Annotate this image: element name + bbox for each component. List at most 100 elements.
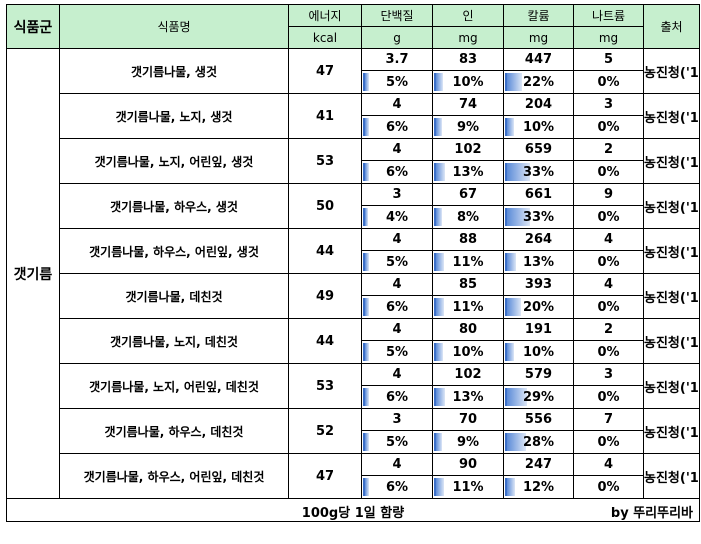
sodium-percent-cell: 0% (573, 250, 644, 274)
protein-value: 3 (361, 408, 433, 431)
phosphorus-value: 102 (432, 138, 504, 161)
sodium-percent-cell: 0% (573, 385, 644, 409)
protein-databar (363, 118, 370, 136)
phosphorus-value: 85 (432, 273, 504, 296)
sodium-value: 4 (573, 228, 644, 251)
header-protein: 단백질 (361, 4, 433, 27)
header-name: 식품명 (59, 4, 289, 49)
potassium-percent-cell: 29% (503, 385, 574, 409)
food-name: 갯기름나물, 하우스, 생것 (59, 183, 289, 229)
header-energy: 에너지 (288, 4, 362, 27)
phosphorus-percent: 10% (452, 344, 484, 360)
phosphorus-value: 102 (432, 363, 504, 386)
sodium-percent: 0% (597, 479, 620, 495)
protein-percent-cell: 6% (361, 115, 433, 139)
potassium-percent: 33% (522, 209, 555, 225)
potassium-databar (505, 298, 521, 316)
nutrition-table: 식품군 식품명 에너지 단백질 인 칼륨 나트륨 출처 kcal g mg mg… (6, 4, 700, 522)
phosphorus-value: 74 (432, 93, 504, 116)
phosphorus-databar (434, 253, 444, 271)
potassium-percent: 20% (522, 299, 555, 315)
potassium-percent-cell: 10% (503, 115, 574, 139)
protein-databar (363, 478, 370, 496)
phosphorus-percent: 8% (456, 209, 480, 225)
protein-percent-cell: 6% (361, 160, 433, 184)
protein-percent: 5% (385, 74, 409, 90)
energy-value: 53 (288, 138, 362, 184)
source-label: 농진청('13) (643, 273, 700, 319)
protein-percent: 5% (385, 344, 409, 360)
phosphorus-percent-cell: 10% (432, 340, 504, 364)
potassium-percent: 13% (522, 254, 555, 270)
potassium-percent-cell: 28% (503, 430, 574, 454)
footer-title: 100g당 1일 함량 (301, 506, 405, 521)
source-label: 농진청('13) (643, 48, 700, 94)
phosphorus-percent-cell: 13% (432, 385, 504, 409)
footer-byline: by 뚜리뚜리바 (610, 506, 693, 521)
protein-percent-cell: 6% (361, 385, 433, 409)
food-name: 갯기름나물, 노지, 어린잎, 데친것 (59, 363, 289, 409)
unit-phosphorus: mg (432, 26, 504, 49)
potassium-value: 204 (503, 93, 574, 116)
nutrition-sheet: 식품군 식품명 에너지 단백질 인 칼륨 나트륨 출처 kcal g mg mg… (6, 4, 700, 522)
potassium-percent-cell: 13% (503, 250, 574, 274)
potassium-percent: 33% (522, 164, 555, 180)
food-name: 갯기름나물, 노지, 생것 (59, 93, 289, 139)
phosphorus-percent-cell: 9% (432, 115, 504, 139)
phosphorus-percent: 10% (452, 74, 484, 90)
protein-value: 3 (361, 183, 433, 206)
potassium-databar (505, 208, 530, 226)
potassium-percent: 10% (522, 119, 555, 135)
group-label: 갯기름 (6, 48, 60, 499)
potassium-value: 264 (503, 228, 574, 251)
sodium-percent: 0% (597, 74, 620, 90)
energy-value: 53 (288, 363, 362, 409)
protein-percent: 6% (385, 119, 409, 135)
phosphorus-percent: 9% (456, 434, 480, 450)
phosphorus-databar (434, 478, 444, 496)
potassium-databar (505, 253, 516, 271)
sodium-value: 9 (573, 183, 644, 206)
sodium-percent: 0% (597, 299, 620, 315)
phosphorus-percent: 13% (452, 389, 484, 405)
phosphorus-databar (434, 388, 446, 406)
energy-value: 52 (288, 408, 362, 454)
table-footer: 100g당 1일 함량 by 뚜리뚜리바 (6, 498, 700, 522)
phosphorus-percent-cell: 9% (432, 430, 504, 454)
protein-databar (363, 73, 369, 91)
source-label: 농진청('13) (643, 93, 700, 139)
energy-value: 47 (288, 453, 362, 499)
source-label: 농진청('13) (643, 453, 700, 499)
protein-percent: 6% (385, 299, 409, 315)
energy-value: 50 (288, 183, 362, 229)
potassium-percent: 22% (522, 74, 555, 90)
protein-percent: 6% (385, 164, 409, 180)
sodium-percent-cell: 0% (573, 115, 644, 139)
sodium-value: 3 (573, 93, 644, 116)
phosphorus-databar (434, 208, 442, 226)
food-name: 갯기름나물, 하우스, 어린잎, 데친것 (59, 453, 289, 499)
phosphorus-percent-cell: 11% (432, 295, 504, 319)
phosphorus-percent: 13% (452, 164, 484, 180)
protein-percent: 6% (385, 389, 409, 405)
phosphorus-value: 90 (432, 453, 504, 476)
potassium-databar (505, 73, 523, 91)
phosphorus-percent-cell: 13% (432, 160, 504, 184)
phosphorus-value: 80 (432, 318, 504, 341)
food-row-percent: 5% 11% 13% 0% (7, 250, 700, 274)
protein-value: 4 (361, 138, 433, 161)
potassium-databar (505, 118, 514, 136)
food-row-percent: 6% 13% 33% 0% (7, 160, 700, 184)
potassium-percent-cell: 10% (503, 340, 574, 364)
potassium-value: 247 (503, 453, 574, 476)
sodium-percent: 0% (597, 434, 620, 450)
phosphorus-value: 88 (432, 228, 504, 251)
sodium-value: 2 (573, 138, 644, 161)
protein-value: 4 (361, 318, 433, 341)
sodium-value: 2 (573, 318, 644, 341)
